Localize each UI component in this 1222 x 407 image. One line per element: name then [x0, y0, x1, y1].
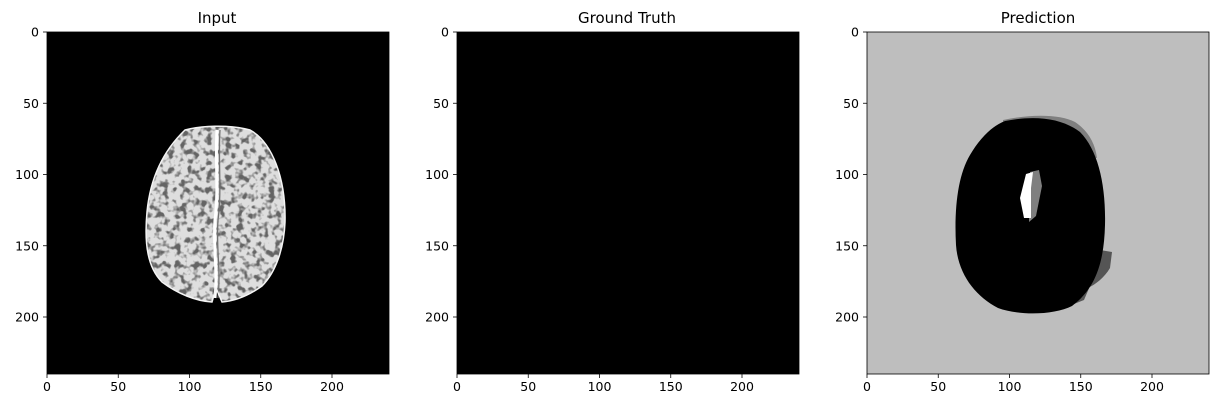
x-tick-label: 50 — [520, 379, 536, 394]
y-tick-label: 0 — [851, 25, 859, 40]
axes-frame-prediction — [866, 31, 1210, 375]
x-tick-label: 50 — [110, 379, 126, 394]
x-tick-label: 0 — [43, 379, 51, 394]
y-tick-label: 100 — [835, 167, 859, 182]
panel-input: Input 0 50 100 150 200 0 50 100 150 200 — [15, 9, 390, 395]
x-tick-label: 200 — [730, 379, 754, 394]
y-tick-label: 0 — [441, 25, 449, 40]
image-ground-truth — [457, 32, 799, 374]
x-tick-label: 200 — [1140, 379, 1164, 394]
y-tick-label: 150 — [15, 238, 39, 253]
x-tick-label: 100 — [998, 379, 1022, 394]
y-tick-label: 100 — [425, 167, 449, 182]
brain-midline — [213, 129, 219, 299]
ticks-ground-truth: 0 50 100 150 200 0 50 100 150 200 — [425, 25, 754, 395]
ticks-input: 0 50 100 150 200 0 50 100 150 200 — [15, 25, 344, 395]
panel-title-input: Input — [198, 9, 237, 27]
x-tick-label: 150 — [1069, 379, 1093, 394]
panel-prediction: Prediction 0 50 100 150 200 0 50 100 150 200 — [835, 9, 1210, 395]
brain-edge — [145, 125, 286, 303]
y-tick-label: 50 — [433, 96, 449, 111]
x-tick-label: 50 — [930, 379, 946, 394]
y-tick-label: 50 — [23, 96, 39, 111]
panel-ground-truth: Ground Truth 0 50 100 150 200 0 50 100 150 200 — [425, 9, 800, 395]
x-tick-label: 0 — [863, 379, 871, 394]
y-tick-label: 200 — [15, 310, 39, 325]
y-tick-label: 200 — [425, 310, 449, 325]
x-tick-label: 150 — [249, 379, 273, 394]
prediction-gray-segment-center — [1029, 170, 1042, 222]
y-tick-label: 200 — [835, 310, 859, 325]
panel-title-prediction: Prediction — [1001, 9, 1076, 27]
prediction-gray-segment-top — [1003, 115, 1097, 158]
x-tick-label: 100 — [178, 379, 202, 394]
x-tick-label: 200 — [320, 379, 344, 394]
y-tick-label: 150 — [425, 238, 449, 253]
brain-scan-image — [145, 125, 286, 303]
x-tick-label: 0 — [453, 379, 461, 394]
y-tick-label: 0 — [31, 25, 39, 40]
x-tick-label: 100 — [588, 379, 612, 394]
brain-midline-shadow — [216, 129, 221, 299]
prediction-white-segment-center — [1020, 172, 1033, 218]
ticks-prediction: 0 50 100 150 200 0 50 100 150 200 — [835, 25, 1164, 395]
panel-title-ground-truth: Ground Truth — [578, 9, 676, 27]
y-tick-label: 100 — [15, 167, 39, 182]
x-tick-label: 150 — [659, 379, 683, 394]
y-tick-label: 50 — [843, 96, 859, 111]
y-tick-label: 150 — [835, 238, 859, 253]
axes-frame-ground-truth — [456, 31, 800, 375]
axes-frame-input — [46, 31, 390, 375]
